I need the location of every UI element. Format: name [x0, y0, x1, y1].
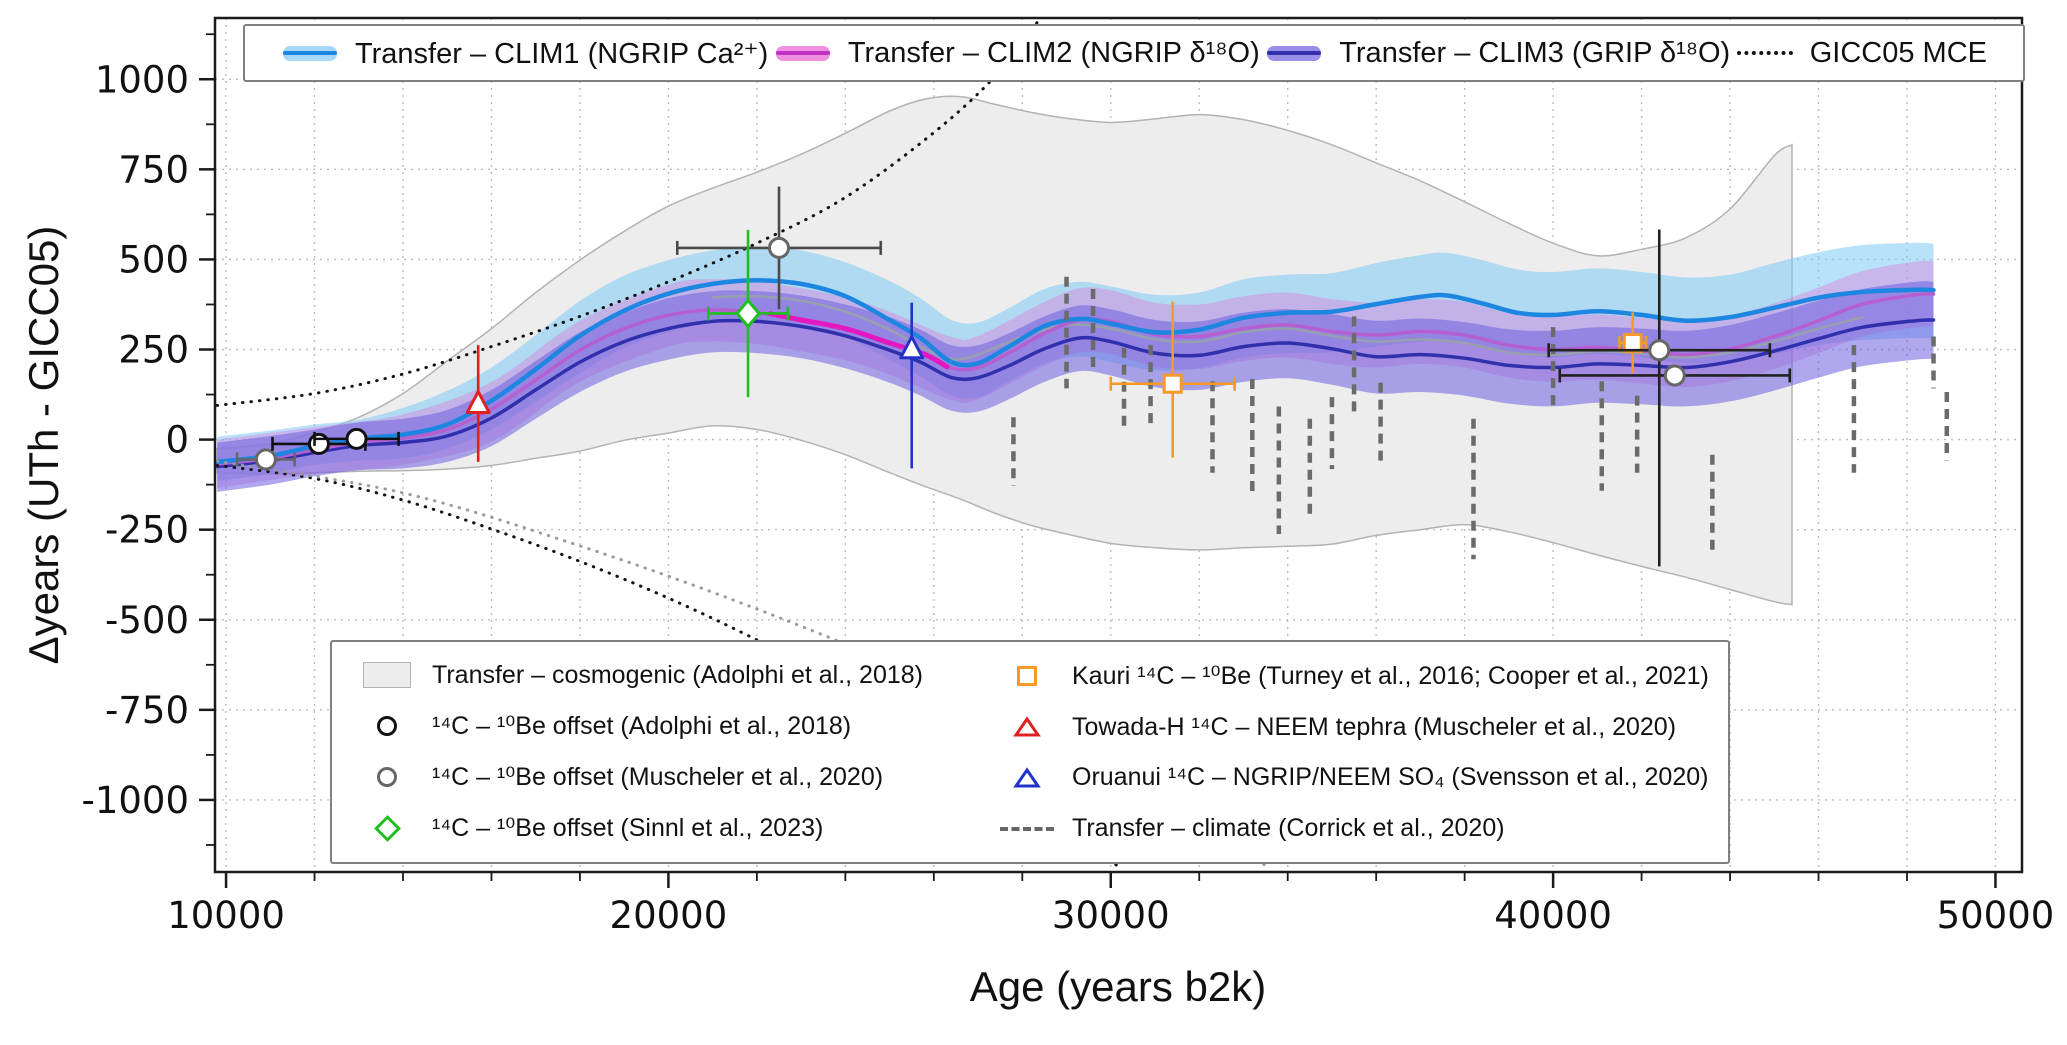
legend-bottom: Transfer – cosmogenic (Adolphi et al., 2…	[330, 640, 1730, 864]
x-tick-label: 30000	[1052, 894, 1170, 937]
legend-bottom-left-column: Transfer – cosmogenic (Adolphi et al., 2…	[332, 642, 972, 862]
gray-dashed-swatch	[998, 826, 1056, 831]
clim1-band-swatch	[281, 45, 339, 61]
x-axis-title: Age (years b2k)	[969, 963, 1267, 1010]
legend-item-clim1: Transfer – CLIM1 (NGRIP Ca²⁺)	[281, 36, 768, 71]
plot-frame	[213, 16, 2024, 874]
mce-GICC05 MCE lower	[215, 464, 1122, 870]
legend-item-clim2: Transfer – CLIM2 (NGRIP δ¹⁸O)	[774, 37, 1260, 70]
marker-diamond	[735, 298, 761, 328]
red-triangle-swatch	[998, 715, 1056, 739]
legend-item-towada: Towada-H ¹⁴C – NEEM tephra (Muscheler et…	[972, 713, 1728, 742]
gray-patch-swatch	[358, 662, 416, 689]
legend-item-climate-transfer: Transfer – climate (Corrick et al., 2020…	[972, 814, 1728, 843]
mce-GICC05 MCE upper	[215, 18, 1042, 407]
legend-label-clim2: Transfer – CLIM2 (NGRIP δ¹⁸O)	[847, 36, 1260, 69]
legend-item-oruanui: Oruanui ¹⁴C – NGRIP/NEEM SO₄ (Svensson e…	[972, 763, 1728, 792]
x-tick-label: 40000	[1494, 894, 1612, 937]
plot-area	[215, 18, 2022, 872]
line-transfer-mean-gray	[711, 294, 1865, 361]
orange-square-swatch	[998, 665, 1056, 686]
mce-GICC05 MCE lower gray	[215, 459, 1272, 870]
y-tick-label: 0	[165, 419, 189, 462]
marker-circle	[1663, 364, 1686, 387]
x-tick-label: 10000	[167, 894, 285, 937]
legend-label-be-offset-adolphi: ¹⁴C – ¹⁰Be offset (Adolphi et al., 2018)	[432, 711, 852, 740]
legend-item-gicc05-mce: GICC05 MCE	[1736, 37, 1987, 70]
legend-item-be-offset-adolphi: ¹⁴C – ¹⁰Be offset (Adolphi et al., 2018)	[332, 711, 972, 741]
legend-label-gicc05-mce: GICC05 MCE	[1809, 36, 1987, 69]
marker-circle	[767, 236, 790, 259]
y-tick-label: -750	[105, 689, 189, 732]
legend-label-oruanui: Oruanui ¹⁴C – NGRIP/NEEM SO₄ (Svensson e…	[1072, 763, 1709, 792]
legend-label-kauri: Kauri ¹⁴C – ¹⁰Be (Turney et al., 2016; C…	[1072, 661, 1709, 690]
marker-circle	[1648, 339, 1671, 362]
green-diamond-swatch	[358, 814, 416, 842]
x-tick-label: 20000	[610, 894, 728, 937]
line-Transfer – CLIM3 (GRIP d18O)	[215, 318, 1936, 469]
y-tick-label: 750	[118, 148, 189, 191]
legend-label-be-offset-sinnl: ¹⁴C – ¹⁰Be offset (Sinnl et al., 2023)	[432, 814, 824, 843]
y-tick-label: -500	[105, 599, 189, 642]
marker-circle	[345, 427, 368, 450]
legend-label-be-offset-muscheler: ¹⁴C – ¹⁰Be offset (Muscheler et al., 202…	[432, 763, 884, 792]
y-tick-label: 250	[118, 329, 189, 372]
clim2-band-swatch	[774, 45, 832, 61]
legend-item-be-offset-muscheler: ¹⁴C – ¹⁰Be offset (Muscheler et al., 202…	[332, 762, 972, 792]
legend-top: Transfer – CLIM1 (NGRIP Ca²⁺) Transfer –…	[243, 24, 2025, 82]
legend-label-cosmogenic: Transfer – cosmogenic (Adolphi et al., 2…	[432, 660, 923, 689]
marker-square	[1162, 373, 1183, 394]
dotted-line-swatch	[1736, 51, 1794, 55]
black-circle-swatch	[358, 715, 416, 736]
marker-circle	[307, 432, 330, 455]
y-tick-label: -1000	[81, 779, 189, 822]
y-tick-label: -250	[105, 509, 189, 552]
legend-label-towada: Towada-H ¹⁴C – NEEM tephra (Muscheler et…	[1072, 712, 1677, 741]
legend-label-clim3: Transfer – CLIM3 (GRIP δ¹⁸O)	[1339, 36, 1731, 69]
y-tick-label: 500	[118, 238, 189, 281]
legend-bottom-right-column: Kauri ¹⁴C – ¹⁰Be (Turney et al., 2016; C…	[972, 642, 1728, 862]
clim3-band-swatch	[1265, 45, 1323, 61]
legend-item-clim3: Transfer – CLIM3 (GRIP δ¹⁸O)	[1265, 37, 1730, 70]
y-axis-title: Δyears (UTh - GICC05)	[20, 225, 67, 665]
line-CLIM2 highlight	[767, 311, 950, 370]
marker-circle	[254, 448, 277, 471]
legend-item-kauri: Kauri ¹⁴C – ¹⁰Be (Turney et al., 2016; C…	[972, 661, 1728, 691]
blue-triangle-swatch	[998, 766, 1056, 790]
marker-triangle	[465, 390, 491, 415]
legend-item-be-offset-sinnl: ¹⁴C – ¹⁰Be offset (Sinnl et al., 2023)	[332, 813, 972, 843]
x-tick-label: 50000	[1937, 894, 2055, 937]
legend-label-climate-transfer: Transfer – climate (Corrick et al., 2020…	[1072, 814, 1505, 843]
line-Transfer – CLIM1 (NGRIP Ca2+)	[215, 278, 1936, 465]
gray-circle-swatch	[358, 767, 416, 788]
marker-triangle	[899, 335, 925, 360]
y-tick-label: 1000	[95, 58, 189, 101]
legend-item-cosmogenic: Transfer – cosmogenic (Adolphi et al., 2…	[332, 661, 972, 690]
legend-label-clim1: Transfer – CLIM1 (NGRIP Ca²⁺)	[355, 37, 769, 70]
